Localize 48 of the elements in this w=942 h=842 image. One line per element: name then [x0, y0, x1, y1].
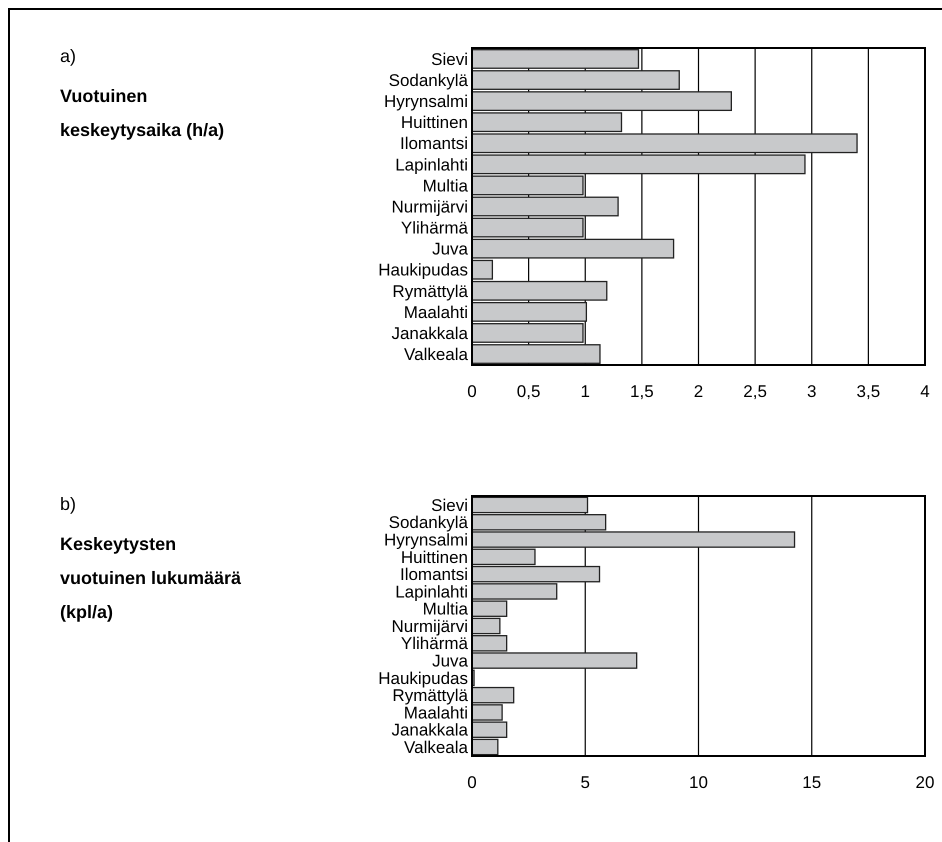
y-tick-label: Hyrynsalmi [384, 92, 468, 112]
y-tick-label: Multia [422, 176, 469, 196]
x-tick-label: 20 [916, 773, 934, 792]
y-tick-label: Nurmijärvi [392, 197, 468, 216]
text: a) [60, 46, 76, 66]
y-tick-label: Juva [432, 240, 469, 259]
y-tick-label: Ilomantsi [400, 134, 468, 154]
x-tick-label: 4 [920, 382, 930, 401]
x-tick-label: 3 [807, 382, 816, 401]
text: b) [60, 494, 76, 514]
x-tick-label: 3,5 [856, 382, 880, 401]
y-tick-label: Rymättylä [392, 686, 469, 706]
y-tick-label: Maalahti [404, 302, 468, 322]
y-tick-label: Sievi [431, 496, 468, 515]
y-tick-label: Janakkala [391, 324, 469, 343]
x-tick-label: 10 [689, 773, 708, 792]
x-tick-label: 1 [580, 382, 590, 401]
y-axis-title: Keskeytysten vuotuinen lukumäärä (kpl/a) [60, 534, 242, 622]
y-tick-label: Lapinlahti [395, 155, 468, 174]
y-tick-label: Sodankylä [388, 70, 469, 90]
x-tick-label: 15 [802, 773, 822, 792]
y-tick-label: Huittinen [400, 548, 468, 567]
x-tick-label: 0 [467, 773, 477, 792]
x-tick-label: 1,5 [630, 382, 654, 401]
y-tick-label: Multia [422, 600, 469, 619]
y-tick-label: Valkeala [404, 344, 469, 364]
y-tick-label: Rymättylä [392, 282, 469, 301]
y-tick-label: Sievi [431, 50, 468, 69]
x-tick-label: 0,5 [516, 382, 540, 401]
y-tick-label: Haukipudas [378, 668, 468, 688]
y-tick-label: Ylihärmä [400, 218, 469, 238]
y-tick-label: Janakkala [391, 720, 469, 740]
y-tick-label: Maalahti [404, 703, 468, 722]
x-tick-label: 2,5 [743, 382, 767, 401]
x-tick-label: 5 [580, 773, 590, 792]
y-tick-label: Huittinen [400, 113, 468, 132]
y-tick-label: Juva [432, 652, 469, 671]
y-tick-label: Hyrynsalmi [384, 530, 468, 550]
y-tick-label: Nurmijärvi [392, 616, 468, 636]
y-tick-label: Ilomantsi [400, 565, 468, 584]
y-tick-label: Ylihärmä [400, 634, 469, 654]
y-tick-label: Haukipudas [378, 260, 468, 280]
y-tick-label: Valkeala [404, 738, 469, 757]
y-tick-label: Sodankylä [388, 513, 469, 532]
y-axis-title: Vuotuinen keskeytysaika (h/a) [60, 86, 224, 140]
y-tick-label: Lapinlahti [395, 582, 468, 602]
x-tick-label: 2 [694, 382, 704, 401]
x-tick-label: 0 [467, 382, 477, 401]
